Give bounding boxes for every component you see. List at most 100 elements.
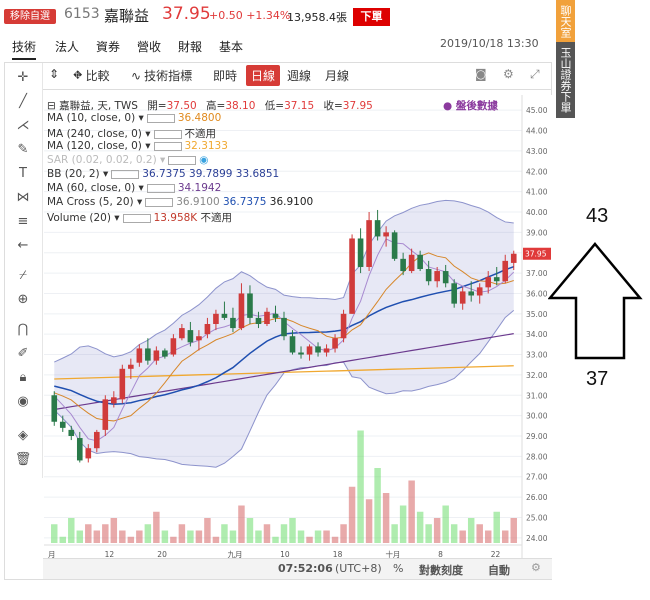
volume-bar — [212, 536, 220, 543]
y-tick-label: 39.00 — [526, 228, 548, 237]
drawing-toolbar: ✛ ╱ ⋌ ✎ T ⋈ ≡ ← ⌿ ⊕ ⋂ ✐ 🔒︎ ◉ ◈ 🗑︎ — [4, 63, 43, 478]
broker-order-tab[interactable]: 玉山證券下單 — [556, 42, 575, 118]
volume-bar — [510, 518, 517, 543]
volume-bar — [433, 518, 441, 543]
layers-icon[interactable]: ◈ — [18, 428, 28, 443]
legend-close-label: 收= — [323, 100, 343, 112]
chatroom-tab[interactable]: 聊天室 — [556, 0, 575, 42]
log-scale-toggle[interactable]: 對數刻度 — [419, 564, 463, 577]
candle-body — [102, 399, 109, 430]
legend-collapse-icon[interactable]: ⊟ — [47, 100, 56, 112]
settings-gear-icon[interactable]: ⚙ — [531, 561, 541, 574]
volume-bar — [127, 536, 135, 543]
tab-technical[interactable]: 技術 — [12, 38, 37, 60]
tab-financials[interactable]: 財報 — [178, 40, 203, 54]
legend-symbol: 嘉聯益, 天, TWS — [59, 100, 138, 112]
trash-icon[interactable]: 🗑︎ — [14, 452, 32, 467]
tab-basic[interactable]: 基本 — [219, 40, 244, 54]
volume-bar — [170, 536, 177, 543]
auto-scale-toggle[interactable]: 自動 — [488, 564, 510, 577]
candle-body — [85, 448, 92, 459]
ma10-settings[interactable] — [146, 113, 175, 123]
crosshair-icon[interactable]: ✛ — [17, 70, 29, 85]
monthly-button[interactable]: 月線 — [325, 69, 350, 83]
pitchfork-icon[interactable]: ⋌ — [16, 118, 30, 133]
camera-icon[interactable]: ◙ — [475, 67, 487, 81]
intraday-button[interactable]: 即時 — [213, 69, 238, 83]
candle-body — [119, 368, 126, 400]
annotation-top-value: 43 — [586, 205, 609, 227]
pencil-lock-icon[interactable]: ✐ — [17, 346, 29, 361]
volume-bar — [238, 505, 245, 543]
candle-body — [425, 269, 432, 282]
bb-settings[interactable] — [111, 169, 140, 179]
magnet-icon[interactable]: ⋂ — [17, 322, 29, 337]
chart-toolbar: ⇕ ⛖ 比較 ∿ 技術指標 即時 日線 週線 月線 ◙ ⚙ ⤢ — [43, 63, 551, 90]
clock-time: 07:52:06 — [278, 562, 333, 575]
chart-status-bar: 07:52:06 (UTC+8) % 對數刻度 自動 ⚙ — [43, 558, 552, 579]
timezone[interactable]: (UTC+8) — [335, 562, 382, 575]
quote-datetime: 2019/10/18 13:30 — [440, 37, 539, 50]
compare-button[interactable]: ⛖ 比較 — [73, 67, 110, 84]
brush-icon[interactable]: ✎ — [17, 142, 29, 157]
weekly-button[interactable]: 週線 — [287, 69, 312, 83]
bb-label: BB (20, 2) — [47, 168, 100, 180]
price-axis-bg — [522, 95, 552, 558]
eye-icon[interactable]: ◉ — [17, 394, 29, 409]
price-chart[interactable]: 45.0044.0043.0042.0041.0040.0039.0038.00… — [44, 95, 552, 558]
candle-body — [391, 232, 398, 259]
candle-body — [434, 271, 440, 282]
fullscreen-icon[interactable]: ⤢ — [530, 67, 540, 81]
symbol-compare-icon[interactable]: ⇕ — [49, 67, 60, 81]
daily-button[interactable]: 日線 — [246, 65, 281, 86]
candle-body — [510, 253, 517, 263]
sar-eye-icon[interactable]: ◉ — [199, 154, 209, 166]
after-hours-label: ● 盤後數據 — [443, 100, 498, 112]
candle-body — [349, 238, 355, 314]
candle-body — [366, 220, 372, 267]
tab-margin[interactable]: 資券 — [96, 40, 121, 54]
zoom-in-icon[interactable]: ⊕ — [17, 292, 29, 307]
sar-label: SAR (0.02, 0.02, 0.2) — [47, 154, 157, 166]
volume-bar — [229, 530, 237, 543]
fib-icon[interactable]: ≡ — [17, 214, 29, 229]
volume-bar — [76, 530, 84, 543]
arrow-left-icon[interactable]: ← — [17, 238, 29, 253]
candle-body — [476, 287, 483, 296]
ma120-settings[interactable] — [153, 141, 182, 151]
sar-settings[interactable] — [168, 155, 197, 165]
y-tick-label: 40.00 — [526, 208, 548, 217]
percent-toggle[interactable]: % — [393, 562, 404, 575]
ma240-settings[interactable] — [153, 129, 182, 139]
gear-icon[interactable]: ⚙ — [503, 67, 514, 81]
macross-settings[interactable] — [145, 197, 174, 207]
ruler-icon[interactable]: ⌿ — [19, 268, 27, 283]
candle-body — [315, 346, 321, 353]
volume-bar — [493, 511, 500, 543]
pattern-icon[interactable]: ⋈ — [16, 190, 30, 205]
volume-bar — [204, 518, 211, 543]
volume-bar — [442, 505, 449, 543]
legend-low: 37.15 — [284, 100, 315, 112]
trade-volume: 13,958.4張 — [287, 11, 347, 24]
trendline-icon[interactable]: ╱ — [19, 94, 27, 109]
tab-institutional[interactable]: 法人 — [55, 40, 80, 54]
indicators-button[interactable]: ∿ 技術指標 — [131, 67, 192, 84]
volume-bar — [314, 530, 322, 543]
lock-icon[interactable]: 🔒︎ — [19, 370, 27, 385]
bb-lower: 33.6851 — [235, 168, 280, 180]
ma60-settings[interactable] — [146, 183, 175, 193]
volume-bar — [399, 505, 407, 543]
y-tick-label: 31.00 — [526, 391, 548, 400]
volume-bar — [68, 518, 75, 543]
text-icon[interactable]: T — [19, 166, 27, 181]
order-button[interactable]: 下單 — [353, 8, 390, 26]
volume-bar — [136, 530, 143, 543]
candle-body — [442, 271, 449, 284]
volume-settings[interactable] — [122, 213, 151, 223]
candle-body — [68, 429, 75, 436]
legend-bb: BB (20, 2) ▾ 36.7375 39.7899 33.6851 — [47, 168, 280, 180]
tab-revenue[interactable]: 營收 — [137, 40, 162, 54]
candle-body — [493, 277, 500, 282]
remove-watchlist-button[interactable]: 移除自選 — [4, 9, 56, 24]
